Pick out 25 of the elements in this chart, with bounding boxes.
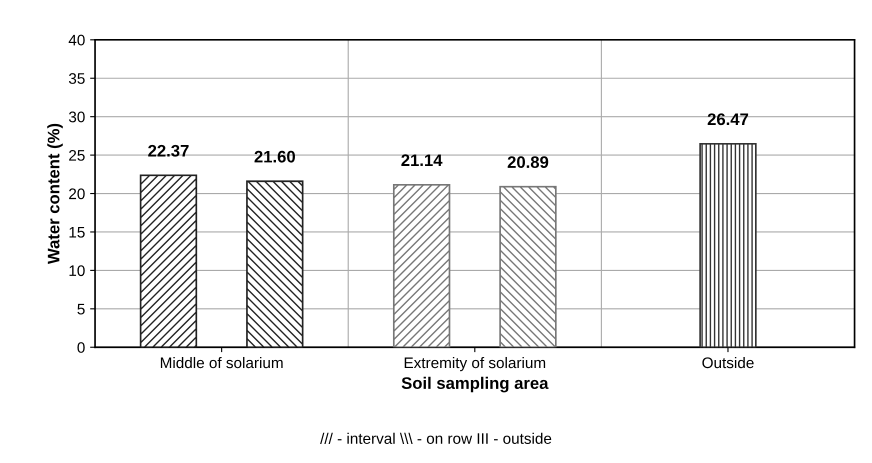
y-tick-label: 10 (70, 265, 85, 276)
y-tick-label: 15 (70, 226, 85, 238)
y-tick-label: 0 (77, 342, 85, 353)
x-tick-label: Middle of solarium (160, 356, 283, 368)
data-label: 21.60 (254, 150, 295, 163)
data-label: 22.37 (148, 144, 189, 157)
data-label: 26.47 (708, 113, 748, 126)
x-tick-label: Outside (702, 356, 754, 368)
y-tick-label: 25 (69, 150, 85, 161)
y-tick-label: 20 (69, 188, 85, 200)
bar (499, 186, 557, 348)
y-tick-label: 5 (77, 304, 85, 315)
bar (699, 142, 757, 348)
y-axis-title: Water content (%) (47, 124, 63, 264)
x-tick-label: Extremity of solarium (404, 356, 546, 372)
y-tick-label: 35 (68, 73, 85, 84)
bar (392, 184, 450, 348)
y-tick-label: 40 (68, 34, 85, 46)
x-axis-title: Soil sampling area (402, 376, 549, 392)
bar (246, 180, 304, 348)
bar (140, 174, 198, 348)
data-label: 21.14 (401, 154, 442, 166)
data-label: 20.89 (508, 156, 548, 168)
text: /// - interval \\\ - on row III - outside (320, 432, 552, 444)
y-tick-label: 30 (68, 112, 85, 122)
